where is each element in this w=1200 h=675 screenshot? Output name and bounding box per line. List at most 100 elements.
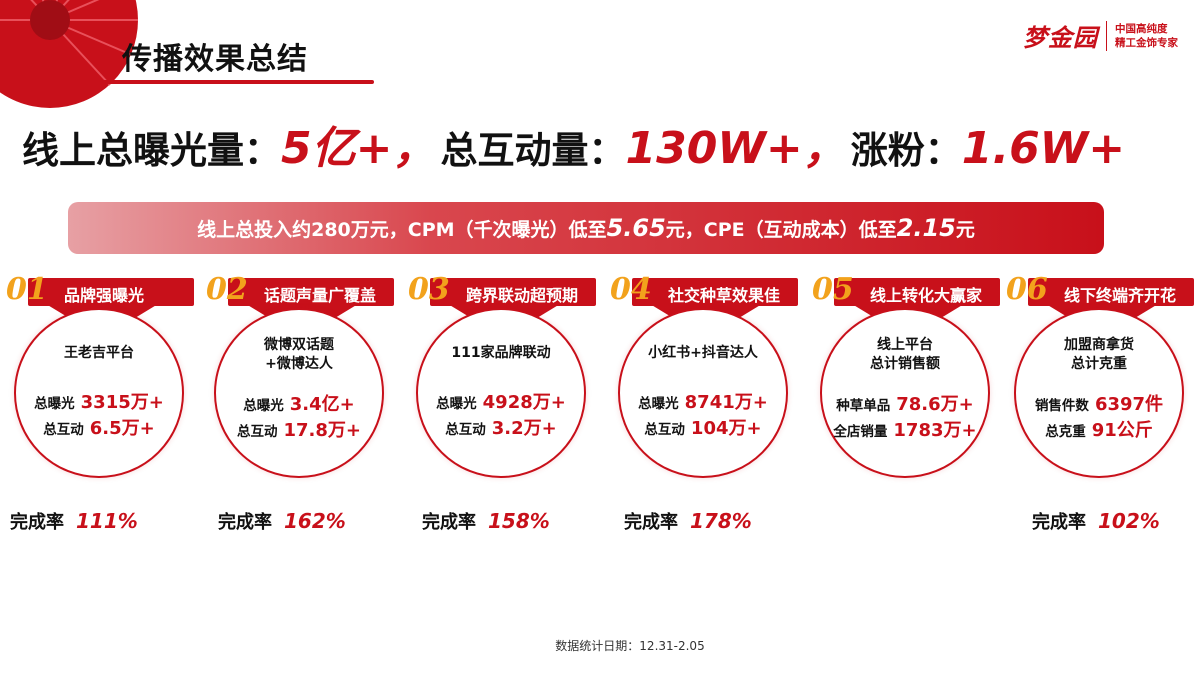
card-metric-row: 全店销量 1783万+ <box>822 416 988 442</box>
banner-cpe-value: 2.15 <box>896 214 956 242</box>
metric-value: 3.4亿+ <box>289 394 355 415</box>
metric-label: 总互动 <box>237 424 278 440</box>
metric-label: 总互动 <box>43 422 84 438</box>
result-card-02: 02 话题声量广覆盖微博双话题 +微博达人总曝光 3.4亿+ 总互动 17.8万+ <box>206 272 394 492</box>
metric-label: 总互动 <box>445 422 486 438</box>
exposure-label: 线上总曝光量： <box>22 129 281 172</box>
card-header-bar <box>228 278 394 306</box>
card-number: 04 <box>610 272 652 307</box>
completion-rate-value: 102% <box>1098 509 1160 533</box>
result-card-03: 03 跨界联动超预期 111家品牌联动总曝光 4928万+ 总互动 3.2万+ <box>408 272 596 492</box>
metric-value: 91公斤 <box>1091 420 1153 441</box>
completion-rate-06: 完成率 102% <box>1032 508 1160 534</box>
metric-value: 17.8万+ <box>283 420 362 441</box>
card-header-bar <box>632 278 798 306</box>
metric-label: 总曝光 <box>34 396 75 412</box>
card-circle-title: 王老吉平台 <box>64 345 134 361</box>
headline-summary: 线上总曝光量： 5亿+， 总互动量： 130W+， 涨粉： 1.6W+ <box>22 112 1182 174</box>
data-date-footnote: 数据统计日期：12.31-2.05 <box>555 639 705 653</box>
card-circle-title: 111家品牌联动 <box>451 345 551 361</box>
brand-logo: 梦金园 中国高纯度 精工金饰专家 <box>1023 18 1178 53</box>
card-header-bar <box>28 278 194 306</box>
card-number: 01 <box>6 272 48 307</box>
result-card-01: 01 品牌强曝光王老吉平台总曝光 3315万+ 总互动 6.5万+ <box>6 272 194 492</box>
logo-tagline-2: 精工金饰专家 <box>1115 36 1178 49</box>
card-label: 线下终端齐开花 <box>1064 286 1177 305</box>
card-number: 03 <box>408 272 450 307</box>
card-label: 话题声量广覆盖 <box>264 286 377 305</box>
metric-value: 4928万+ <box>482 392 566 413</box>
metric-value: 78.6万+ <box>896 394 974 415</box>
card-circle-title: 小红书+抖音达人 <box>648 345 758 361</box>
investment-banner: 线上总投入约280万元，CPM（千次曝光）低至 5.65 元，CPE（互动成本）… <box>68 202 1104 254</box>
title-underline <box>88 80 374 84</box>
card-label: 跨界联动超预期 <box>466 286 579 305</box>
card-header: 02 话题声量广覆盖 <box>206 272 394 310</box>
card-metric-row: 总曝光 3315万+ <box>16 388 182 414</box>
card-circle: 王老吉平台总曝光 3315万+ 总互动 6.5万+ <box>14 308 184 478</box>
fans-value: 1.6W+ <box>961 123 1126 174</box>
card-metric-row: 销售件数 6397件 <box>1016 390 1182 416</box>
card-header: 05 线上转化大赢家 <box>812 272 1000 310</box>
card-metric-row: 种草单品 78.6万+ <box>822 390 988 416</box>
card-header: 06 线下终端齐开花 <box>1006 272 1194 310</box>
logo-tagline-1: 中国高纯度 <box>1115 22 1168 35</box>
page-title: 传播效果总结 <box>122 42 308 77</box>
metric-label: 总曝光 <box>638 396 679 412</box>
metric-label: 全店销量 <box>833 424 888 440</box>
metric-value: 6397件 <box>1094 394 1164 415</box>
metric-label: 种草单品 <box>836 398 891 414</box>
metric-value: 3.2万+ <box>491 418 557 439</box>
card-metric-row: 总曝光 4928万+ <box>418 388 584 414</box>
banner-text-3: 元 <box>955 218 975 241</box>
logo-mark: 梦金园 <box>1023 23 1098 52</box>
card-metric-row: 总互动 17.8万+ <box>216 416 382 442</box>
completion-rate-value: 111% <box>76 509 138 533</box>
card-circle: 111家品牌联动总曝光 4928万+ 总互动 3.2万+ <box>416 308 586 478</box>
metric-value: 3315万+ <box>80 392 164 413</box>
banner-text-1: 线上总投入约280万元，CPM（千次曝光）低至 <box>197 218 607 241</box>
interaction-value: 130W+， <box>625 123 847 174</box>
banner-text-2: 元，CPE（互动成本）低至 <box>665 218 897 241</box>
card-metric-row: 总曝光 8741万+ <box>620 388 786 414</box>
metric-value: 1783万+ <box>893 420 977 441</box>
card-header: 01 品牌强曝光 <box>6 272 194 310</box>
card-circle: 加盟商拿货 总计克重销售件数 6397件 总克重 91公斤 <box>1014 308 1184 478</box>
decorative-fan-icon <box>0 0 138 108</box>
card-metric-row: 总克重 91公斤 <box>1016 416 1182 442</box>
card-circle-title: 加盟商拿货 总计克重 <box>1064 337 1134 372</box>
result-card-04: 04 社交种草效果佳小红书+抖音达人总曝光 8741万+ 总互动 104万+ <box>610 272 798 492</box>
card-metric-row: 总互动 104万+ <box>620 414 786 440</box>
completion-rate-label: 完成率 <box>624 512 678 533</box>
card-metric-row: 总互动 3.2万+ <box>418 414 584 440</box>
banner-cpm-value: 5.65 <box>606 214 666 242</box>
metric-label: 总曝光 <box>243 398 284 414</box>
card-header: 04 社交种草效果佳 <box>610 272 798 310</box>
completion-rate-label: 完成率 <box>1032 512 1086 533</box>
card-header-bar <box>1028 278 1194 306</box>
logo-divider <box>1106 20 1107 51</box>
card-label: 社交种草效果佳 <box>668 286 781 305</box>
completion-rate-label: 完成率 <box>10 512 64 533</box>
completion-rate-01: 完成率 111% <box>10 508 138 534</box>
completion-rate-03: 完成率 158% <box>422 508 550 534</box>
metric-value: 104万+ <box>690 418 762 439</box>
card-circle: 小红书+抖音达人总曝光 8741万+ 总互动 104万+ <box>618 308 788 478</box>
card-circle-title: 线上平台 总计销售额 <box>870 337 940 372</box>
card-circle: 线上平台 总计销售额种草单品 78.6万+ 全店销量 1783万+ <box>820 308 990 478</box>
completion-rate-value: 162% <box>284 509 346 533</box>
card-number: 02 <box>206 272 248 307</box>
metric-value: 6.5万+ <box>89 418 155 439</box>
metric-label: 销售件数 <box>1034 398 1089 414</box>
metric-label: 总克重 <box>1045 424 1086 440</box>
card-header-bar <box>834 278 1000 306</box>
card-label: 线上转化大赢家 <box>870 286 983 305</box>
result-card-06: 06 线下终端齐开花 加盟商拿货 总计克重销售件数 6397件 总克重 91公斤 <box>1006 272 1194 492</box>
card-circle-title: 微博双话题 +微博达人 <box>264 337 334 372</box>
card-header: 03 跨界联动超预期 <box>408 272 596 310</box>
metric-value: 8741万+ <box>684 392 768 413</box>
fans-label: 涨粉： <box>850 129 962 172</box>
card-circle: 微博双话题 +微博达人总曝光 3.4亿+ 总互动 17.8万+ <box>214 308 384 478</box>
completion-rate-value: 158% <box>488 509 550 533</box>
completion-rate-value: 178% <box>690 509 752 533</box>
